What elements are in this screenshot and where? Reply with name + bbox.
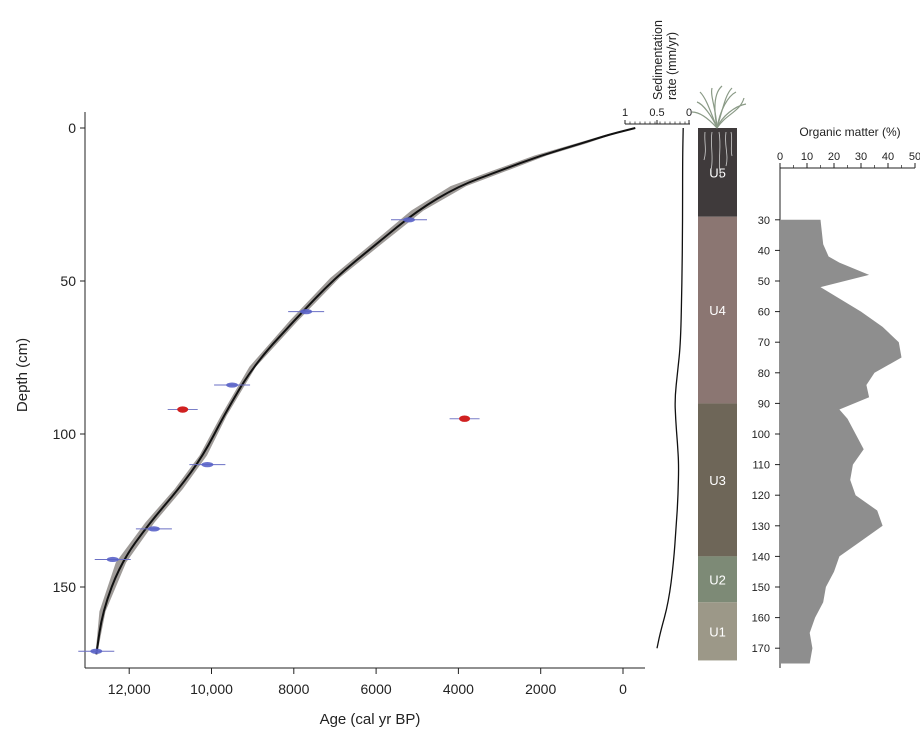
- om-y-tick-label: 120: [752, 490, 770, 502]
- om-y-tick-label: 30: [758, 215, 770, 227]
- age-model-uncertainty-envelope: [95, 128, 636, 655]
- om-x-tick-label: 20: [828, 151, 840, 163]
- lithology-unit-u2: [698, 556, 737, 603]
- y-tick-label: 50: [60, 273, 76, 289]
- sedimentation-rate-ticks: 1 0.5 0: [622, 107, 692, 124]
- om-y-tick-label: 110: [752, 460, 770, 472]
- age-model-median-line: [95, 127, 636, 655]
- om-y-tick-label: 160: [752, 613, 770, 625]
- lithology-unit-u1: [698, 602, 737, 661]
- om-x-tick-label: 40: [882, 151, 894, 163]
- age-depth-y-ticks: 0 50 100 150: [53, 120, 85, 595]
- vegetation-icon: [691, 85, 747, 129]
- om-y-tick-label: 170: [752, 643, 770, 655]
- lithology-unit-label: U2: [709, 572, 726, 587]
- accepted-date-point: [403, 217, 416, 223]
- organic-matter-y-ticks: 30 40 50 60 70 80 90 100 110 120 130 140 150 160 170: [752, 215, 780, 655]
- om-x-tick-label: 30: [855, 151, 867, 163]
- y-tick-label: 150: [53, 579, 77, 595]
- om-y-tick-label: 60: [758, 307, 770, 319]
- om-y-tick-label: 70: [758, 337, 770, 349]
- om-y-tick-label: 140: [752, 551, 770, 563]
- accepted-date-point: [90, 648, 103, 654]
- age-depth-panel: 0 50 100 150 12,000 10,000 8000 6000 4000 2000 0 …: [14, 112, 645, 728]
- lithology-units: U5 U4 U3 U2 U1: [698, 128, 737, 661]
- lithology-unit-label: U4: [709, 303, 726, 318]
- rejected-date-point: [459, 415, 471, 422]
- x-tick-label: 12,000: [108, 681, 151, 697]
- root-lines: [703, 131, 733, 179]
- sed-tick-label: 0: [686, 107, 692, 119]
- lithology-unit-u4: [698, 216, 737, 404]
- x-tick-label: 4000: [443, 681, 474, 697]
- accepted-date-point: [147, 526, 160, 532]
- om-y-tick-label: 80: [758, 368, 770, 380]
- om-y-tick-label: 50: [758, 276, 770, 288]
- om-y-tick-label: 150: [752, 582, 770, 594]
- lithology-unit-label: U5: [709, 165, 726, 180]
- radiocarbon-dates: [78, 217, 480, 654]
- sed-tick-label: 0.5: [649, 107, 664, 119]
- accepted-date-point: [106, 556, 119, 563]
- om-y-tick-label: 130: [752, 521, 770, 533]
- lithology-unit-label: U3: [709, 473, 726, 488]
- sedimentation-rate-title: Sedimentation rate (mm/yr): [651, 17, 679, 100]
- x-tick-label: 8000: [278, 681, 309, 697]
- sedimentation-rate-line: [656, 127, 684, 649]
- om-y-tick-label: 90: [758, 398, 770, 410]
- organic-matter-x-ticks: 0 10 20 30 40 50: [777, 151, 920, 168]
- om-x-tick-label: 0: [777, 151, 783, 163]
- age-depth-y-axis-label: Depth (cm): [14, 338, 31, 412]
- om-y-tick-label: 100: [752, 429, 770, 441]
- om-y-tick-label: 40: [758, 245, 770, 257]
- y-tick-label: 0: [68, 120, 76, 136]
- rejected-date-point: [177, 406, 189, 413]
- organic-matter-panel: Organic matter (%) 0 10 20 30 40 50 30 40 50 60 7…: [752, 125, 920, 668]
- x-tick-label: 2000: [525, 681, 556, 697]
- x-tick-label: 10,000: [190, 681, 233, 697]
- organic-matter-area: [780, 219, 902, 664]
- age-depth-x-axis-label: Age (cal yr BP): [320, 711, 421, 728]
- lithology-unit-u3: [698, 403, 737, 557]
- y-tick-label: 100: [53, 426, 77, 442]
- accepted-date-point: [201, 462, 214, 468]
- sed-tick-label: 1: [622, 107, 628, 119]
- accepted-date-point: [300, 309, 313, 315]
- lithology-unit-u5: [698, 128, 737, 217]
- om-x-tick-label: 10: [801, 151, 813, 163]
- age-depth-x-ticks: 12,000 10,000 8000 6000 4000 2000 0: [108, 668, 627, 697]
- sedimentation-rate-panel: 1 0.5 0 Sedimentation rate (mm/yr): [622, 17, 692, 649]
- x-tick-label: 6000: [361, 681, 392, 697]
- organic-matter-title: Organic matter (%): [799, 125, 900, 139]
- accepted-date-point: [226, 382, 239, 388]
- lithology-column: U5 U4 U3 U2 U1: [691, 85, 747, 661]
- lithology-unit-label: U1: [709, 624, 726, 639]
- x-tick-label: 0: [619, 681, 627, 697]
- om-x-tick-label: 50: [909, 151, 920, 163]
